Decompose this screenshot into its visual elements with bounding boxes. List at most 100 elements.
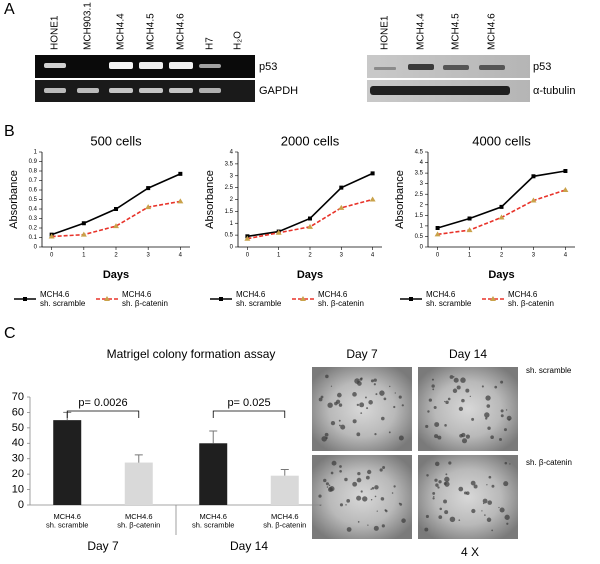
- colony: [398, 502, 401, 505]
- y-tick-label: 60: [12, 406, 24, 418]
- colony: [449, 516, 456, 523]
- colony: [330, 471, 334, 475]
- band: [479, 65, 505, 70]
- colony: [431, 378, 434, 381]
- colony: [444, 400, 446, 403]
- colony: [432, 491, 436, 495]
- band: [374, 67, 396, 70]
- colony: [460, 377, 466, 383]
- x-axis-label: Days: [488, 269, 514, 281]
- colony: [484, 514, 486, 516]
- marker: [562, 187, 569, 192]
- colony: [500, 409, 504, 413]
- panel-label: C: [4, 325, 16, 342]
- colony: [487, 500, 493, 505]
- colony: [345, 504, 347, 506]
- series-line: [437, 189, 566, 236]
- colony: [367, 469, 372, 475]
- micrograph: [312, 367, 412, 451]
- marker: [81, 221, 86, 226]
- marker: [370, 171, 375, 176]
- band: [169, 62, 193, 69]
- colony: [424, 527, 429, 532]
- colony: [327, 402, 333, 408]
- colony: [482, 502, 485, 505]
- colony: [374, 485, 379, 490]
- y-tick-label: 3.5: [225, 161, 234, 167]
- y-tick-label: 20: [12, 468, 24, 480]
- y-tick-label: 2: [230, 197, 234, 203]
- marker: [369, 196, 376, 202]
- chart-title: 2000 cells: [281, 133, 340, 148]
- colony: [438, 480, 442, 484]
- x-tick-label: 3: [532, 253, 536, 259]
- marker: [530, 197, 537, 203]
- legend-label: MCH4.6 sh. β-catenin: [122, 290, 168, 308]
- y-tick-label: 0.3: [29, 216, 38, 222]
- micrographs: Day 7 Day 14 sh. scramble sh. β-catenin 4 X: [312, 347, 572, 559]
- colony: [357, 471, 361, 476]
- colony: [504, 461, 508, 465]
- y-tick-label: 3: [420, 181, 424, 187]
- chart-title: Matrigel colony formation assay: [107, 347, 276, 361]
- colony: [465, 491, 470, 495]
- marker: [48, 233, 55, 239]
- band: [44, 88, 66, 93]
- legend-label: MCH4.6 sh. β-catenin: [508, 290, 554, 308]
- colony: [439, 507, 442, 511]
- colony: [370, 488, 373, 490]
- lane-label: MCH4.5: [451, 13, 462, 50]
- x-axis-label: Days: [297, 269, 323, 281]
- colony: [362, 496, 368, 502]
- band: [408, 64, 434, 70]
- x-tick-label: 2: [114, 253, 118, 259]
- colony: [447, 397, 451, 401]
- colony: [433, 495, 435, 498]
- colony: [380, 416, 385, 421]
- error-bar: [280, 469, 289, 476]
- colony: [391, 492, 394, 494]
- marker: [308, 216, 312, 221]
- band: [109, 62, 133, 69]
- y-tick-label: 0.8: [29, 169, 38, 175]
- marker: [467, 216, 472, 221]
- colony: [318, 494, 322, 498]
- colony: [490, 435, 494, 440]
- colony: [453, 377, 459, 383]
- colony: [328, 484, 331, 487]
- colony: [329, 486, 335, 492]
- colony: [371, 486, 375, 490]
- x-tick-label: 3: [340, 253, 344, 259]
- colony: [318, 397, 323, 402]
- error-bar: [209, 430, 218, 444]
- colony: [486, 484, 488, 486]
- colony: [503, 428, 507, 432]
- y-tick-label: 0: [34, 245, 38, 251]
- colony: [506, 415, 512, 421]
- row-label: p53: [259, 61, 277, 73]
- y-axis-label: Absorbance: [8, 170, 20, 229]
- colony: [481, 510, 483, 512]
- x-tick-label: 4: [371, 253, 375, 259]
- colony: [382, 466, 386, 470]
- marker: [80, 231, 87, 237]
- legend-marker: [23, 297, 27, 301]
- legend-marker: [490, 296, 496, 301]
- y-axis-label: Absorbance: [394, 170, 406, 229]
- colony: [427, 410, 430, 413]
- y-tick-label: 0.4: [29, 207, 38, 213]
- colony: [383, 397, 387, 401]
- colony: [393, 405, 396, 409]
- annotation: p= 0.0026: [78, 397, 127, 409]
- y-tick-label: 1: [34, 150, 38, 156]
- category-label: Day 7: [87, 539, 119, 553]
- y-tick-label: 0: [18, 499, 24, 511]
- y-tick-label: 10: [12, 483, 24, 495]
- colony: [357, 521, 360, 523]
- legend-label: MCH4.6 sh. scramble: [426, 290, 472, 308]
- bar: [199, 443, 228, 505]
- y-tick-label: 50: [12, 422, 24, 434]
- colony: [376, 510, 378, 512]
- colony: [484, 412, 490, 418]
- marker: [114, 207, 118, 211]
